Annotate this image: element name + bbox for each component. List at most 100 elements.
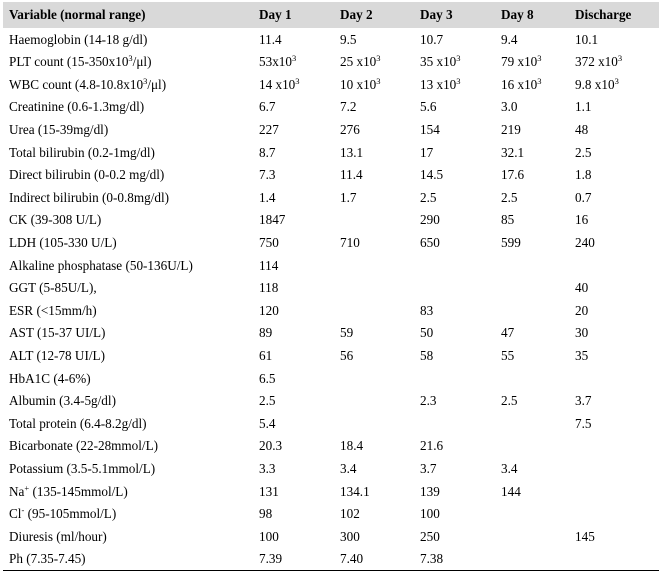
day-1-cell: 7.39	[259, 551, 283, 567]
table-row: AST (15-37 UI/L) 89 59 50 47 30	[3, 322, 659, 345]
day-2-cell	[334, 209, 414, 232]
day-1-cell: 118	[259, 280, 279, 296]
day-3-cell: 10.7	[420, 31, 444, 47]
day-8-cell: 144	[501, 483, 521, 499]
day-1-cell: 3.3	[259, 460, 276, 476]
day-3-cell: 5.6	[420, 99, 437, 115]
table-row: Bicarbonate (22-28mmol/L) 20.3 18.4 21.6	[3, 435, 659, 458]
discharge-cell: 35	[575, 348, 589, 363]
table-row: LDH (105-330 U/L) 750 710 650 599 240	[3, 231, 659, 254]
discharge-cell: 16	[575, 212, 589, 228]
day-8-cell: 55	[501, 348, 515, 363]
table-row: Cl- (95-105mmol/L) 98 102 100	[3, 502, 659, 525]
table-row: ESR (<15mm/h) 120 83 20	[3, 299, 659, 322]
day-1-cell: 14 x103	[259, 75, 300, 92]
variable-cell: Bicarbonate (22-28mmol/L)	[9, 438, 159, 454]
discharge-cell	[569, 367, 659, 390]
variable-cell: CK (39-308 U/L)	[9, 212, 102, 228]
day-1-cell: 750	[259, 235, 279, 251]
variable-cell: ESR (<15mm/h)	[9, 302, 97, 318]
day-3-cell: 250	[420, 528, 440, 544]
table-row: Indirect bilirubin (0-0.8mg/dl) 1.4 1.7 2.5…	[3, 186, 659, 209]
day-8-cell: 32.1	[501, 144, 525, 160]
table-row: ALT (12-78 UI/L) 61 56 58 55 35	[3, 344, 659, 367]
day-3-cell	[414, 367, 495, 390]
table-header: Variable (normal range) Day 1 Day 2 Day …	[3, 2, 659, 28]
discharge-cell	[569, 480, 659, 503]
table-row: Diuresis (ml/hour) 100 300 250 145	[3, 525, 659, 548]
day-1-cell: 100	[259, 528, 279, 544]
day-3-cell	[414, 254, 495, 277]
day-8-cell: 79 x103	[501, 53, 542, 70]
day-2-cell	[334, 367, 414, 390]
variable-cell: Ph (7.35-7.45)	[9, 551, 86, 567]
variable-cell: HbA1C (4-6%)	[9, 370, 91, 386]
day-1-cell: 7.3	[259, 167, 276, 183]
day-1-cell: 131	[259, 483, 279, 499]
header-day-8: Day 8	[501, 7, 534, 22]
day-3-cell	[414, 277, 495, 300]
day-3-cell: 154	[420, 122, 440, 138]
day-8-cell: 3.0	[501, 99, 518, 115]
discharge-cell: 9.8 x103	[575, 75, 619, 92]
variable-cell: Indirect bilirubin (0-0.8mg/dl)	[9, 189, 170, 205]
day-8-cell: 17.6	[501, 167, 525, 183]
day-3-cell: 2.3	[420, 393, 437, 409]
variable-cell: Cl- (95-105mmol/L)	[9, 505, 117, 522]
day-8-cell: 599	[501, 235, 521, 251]
day-1-cell: 20.3	[259, 438, 283, 454]
day-2-cell: 25 x103	[340, 53, 381, 70]
table-row: Haemoglobin (14-18 g/dl) 11.4 9.5 10.7 9.4 10…	[3, 28, 659, 51]
discharge-cell: 2.5	[575, 144, 592, 160]
day-1-cell: 227	[259, 122, 279, 138]
day-3-cell: 2.5	[420, 189, 437, 205]
discharge-cell: 1.8	[575, 167, 592, 183]
day-2-cell: 11.4	[340, 167, 363, 183]
day-8-cell: 9.4	[501, 31, 518, 47]
day-8-cell: 2.5	[501, 189, 518, 205]
day-8-cell	[495, 412, 569, 435]
day-8-cell	[495, 367, 569, 390]
day-1-cell: 61	[259, 348, 273, 363]
day-8-cell	[495, 299, 569, 322]
day-3-cell: 139	[420, 483, 440, 499]
day-1-cell: 89	[259, 325, 273, 341]
day-2-cell: 59	[340, 325, 354, 341]
day-8-cell: 85	[501, 212, 515, 228]
day-2-cell	[334, 390, 414, 413]
table-row: Albumin (3.4-5g/dl) 2.5 2.3 2.5 3.7	[3, 390, 659, 413]
table-row: Total protein (6.4-8.2g/dl) 5.4 7.5	[3, 412, 659, 435]
day-2-cell	[334, 299, 414, 322]
day-3-cell: 83	[420, 302, 434, 318]
day-8-cell	[495, 502, 569, 525]
variable-cell: Diuresis (ml/hour)	[9, 528, 107, 544]
day-3-cell: 3.7	[420, 460, 437, 476]
variable-cell: Albumin (3.4-5g/dl)	[9, 393, 116, 409]
day-2-cell: 10 x103	[340, 75, 381, 92]
variable-cell: AST (15-37 UI/L)	[9, 325, 106, 341]
day-8-cell	[495, 548, 569, 571]
day-3-cell: 650	[420, 235, 440, 251]
day-1-cell: 11.4	[259, 31, 282, 47]
day-8-cell: 3.4	[501, 460, 518, 476]
discharge-cell: 20	[575, 302, 589, 318]
day-2-cell	[334, 277, 414, 300]
variable-cell: Direct bilirubin (0-0.2 mg/dl)	[9, 167, 165, 183]
day-2-cell	[334, 254, 414, 277]
table-row: Direct bilirubin (0-0.2 mg/dl) 7.3 11.4 14.…	[3, 164, 659, 187]
day-2-cell: 276	[340, 122, 360, 138]
lab-results-table-container: Variable (normal range) Day 1 Day 2 Day …	[3, 2, 659, 571]
table-row: CK (39-308 U/L) 1847 290 85 16	[3, 209, 659, 232]
day-2-cell: 9.5	[340, 31, 357, 47]
header-row: Variable (normal range) Day 1 Day 2 Day …	[3, 2, 659, 28]
discharge-cell	[569, 457, 659, 480]
table-row: Alkaline phosphatase (50-136U/L) 114	[3, 254, 659, 277]
discharge-cell	[569, 548, 659, 571]
variable-cell: ALT (12-78 UI/L)	[9, 348, 105, 363]
discharge-cell	[569, 502, 659, 525]
day-2-cell: 3.4	[340, 460, 357, 476]
day-2-cell: 1.7	[340, 189, 357, 205]
variable-cell: Potassium (3.5-5.1mmol/L)	[9, 460, 156, 476]
day-1-cell: 120	[259, 302, 279, 318]
discharge-cell: 48	[575, 122, 589, 138]
